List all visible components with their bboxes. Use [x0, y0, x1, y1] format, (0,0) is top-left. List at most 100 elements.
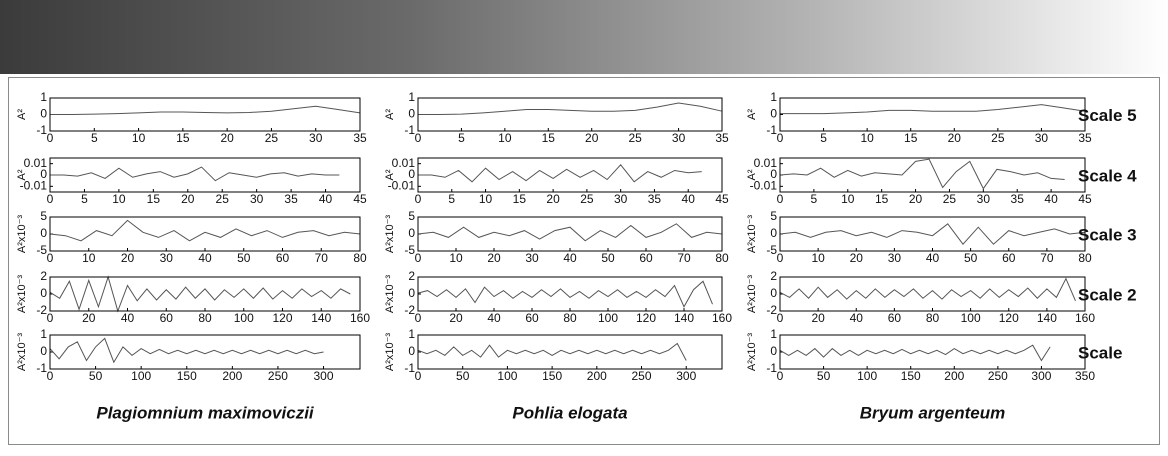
x-tick-label: 40 [319, 192, 333, 206]
y-tick-label: 0 [408, 226, 415, 240]
signal-line [418, 102, 723, 115]
x-tick-label: 20 [585, 131, 599, 145]
x-tick-label: 40 [850, 311, 864, 325]
x-tick-label: 15 [875, 192, 889, 206]
x-tick-label: 0 [415, 131, 422, 145]
x-tick-label: 30 [160, 251, 174, 265]
y-tick-label: -0.01 [750, 179, 778, 193]
x-tick-label: 45 [353, 192, 367, 206]
signal-line [50, 105, 361, 115]
x-tick-label: 0 [777, 369, 784, 383]
signal-line [417, 280, 713, 308]
x-tick-label: 25 [265, 131, 279, 145]
x-tick-label: 25 [216, 192, 230, 206]
x-tick-label: 120 [999, 311, 1019, 325]
x-tick-label: 80 [1078, 251, 1092, 265]
x-tick-label: 5 [81, 192, 88, 206]
x-tick-label: 200 [587, 369, 607, 383]
species-label: Plagiomnium maximoviczii [96, 403, 315, 422]
x-tick-label: 20 [82, 311, 96, 325]
x-tick-label: 0 [47, 192, 54, 206]
x-tick-label: 150 [901, 369, 921, 383]
x-tick-label: 35 [1011, 192, 1025, 206]
x-tick-label: 0 [777, 192, 784, 206]
x-tick-label: 250 [988, 369, 1008, 383]
y-tick-label: -1 [404, 361, 415, 375]
y-axis-label: A² [384, 109, 396, 120]
plot-frame [49, 334, 361, 370]
y-tick-label: 0 [770, 107, 777, 121]
x-tick-label: 50 [456, 369, 470, 383]
x-tick-label: 300 [676, 369, 696, 383]
y-tick-label: -1 [36, 361, 47, 375]
x-tick-label: 70 [1040, 251, 1054, 265]
signal-line [49, 219, 361, 242]
y-tick-label: 0 [40, 226, 47, 240]
scale-label: Scale 4 [1078, 166, 1137, 185]
y-tick-label: 0 [770, 344, 777, 358]
signal-line [49, 337, 324, 364]
x-tick-label: 0 [415, 369, 422, 383]
x-tick-label: 80 [715, 251, 729, 265]
x-tick-label: 20 [181, 192, 195, 206]
x-tick-label: 10 [811, 251, 825, 265]
x-tick-label: 200 [944, 369, 964, 383]
y-tick-label: -0.01 [388, 179, 416, 193]
signal-line [779, 277, 1076, 301]
x-tick-label: 80 [563, 311, 577, 325]
x-tick-label: 250 [632, 369, 652, 383]
figure-frame [8, 77, 1160, 445]
x-tick-label: 300 [314, 369, 334, 383]
y-tick-label: -2 [36, 303, 47, 317]
x-tick-label: 0 [415, 311, 422, 325]
x-tick-label: 40 [121, 311, 135, 325]
x-tick-label: 30 [525, 251, 539, 265]
signal-line [49, 275, 351, 313]
y-tick-label: 0 [40, 167, 47, 181]
x-tick-label: 100 [961, 311, 981, 325]
y-axis-label: A²x10⁻³ [746, 215, 758, 254]
x-tick-label: 0 [777, 251, 784, 265]
x-tick-label: 40 [682, 192, 696, 206]
x-tick-label: 0 [47, 131, 54, 145]
signal-line [50, 166, 340, 182]
y-tick-label: 1 [770, 90, 777, 104]
y-tick-label: 1 [408, 90, 415, 104]
x-tick-label: 20 [850, 251, 864, 265]
y-axis-label: A² [384, 169, 396, 180]
x-tick-label: 20 [487, 251, 501, 265]
signal-line [417, 342, 687, 361]
header-band [0, 0, 1168, 74]
x-tick-label: 35 [715, 131, 729, 145]
y-tick-label: 0 [408, 344, 415, 358]
x-tick-label: 45 [715, 192, 729, 206]
x-tick-label: 250 [268, 369, 288, 383]
x-tick-label: 10 [860, 131, 874, 145]
y-tick-label: 0.01 [392, 156, 416, 170]
x-tick-label: 40 [487, 311, 501, 325]
x-tick-label: 50 [237, 251, 251, 265]
x-tick-label: 0 [47, 311, 54, 325]
x-tick-label: 15 [542, 131, 556, 145]
x-tick-label: 0 [47, 251, 54, 265]
x-tick-label: 20 [909, 192, 923, 206]
x-tick-label: 5 [448, 192, 455, 206]
x-tick-label: 5 [458, 131, 465, 145]
x-tick-label: 5 [91, 131, 98, 145]
x-tick-label: 20 [121, 251, 135, 265]
y-tick-label: 0.01 [754, 156, 778, 170]
plot-frame [49, 216, 361, 252]
x-tick-label: 25 [991, 131, 1005, 145]
y-axis-label: A²x10⁻³ [16, 215, 28, 254]
x-tick-label: 30 [672, 131, 686, 145]
y-tick-label: -1 [36, 123, 47, 137]
y-tick-label: 0 [408, 286, 415, 300]
x-tick-label: 30 [614, 192, 628, 206]
y-axis-label: A² [16, 109, 28, 120]
plot-frame [417, 276, 723, 312]
y-tick-label: -5 [404, 243, 415, 257]
plot-frame [417, 216, 723, 252]
y-tick-label: -2 [766, 303, 777, 317]
